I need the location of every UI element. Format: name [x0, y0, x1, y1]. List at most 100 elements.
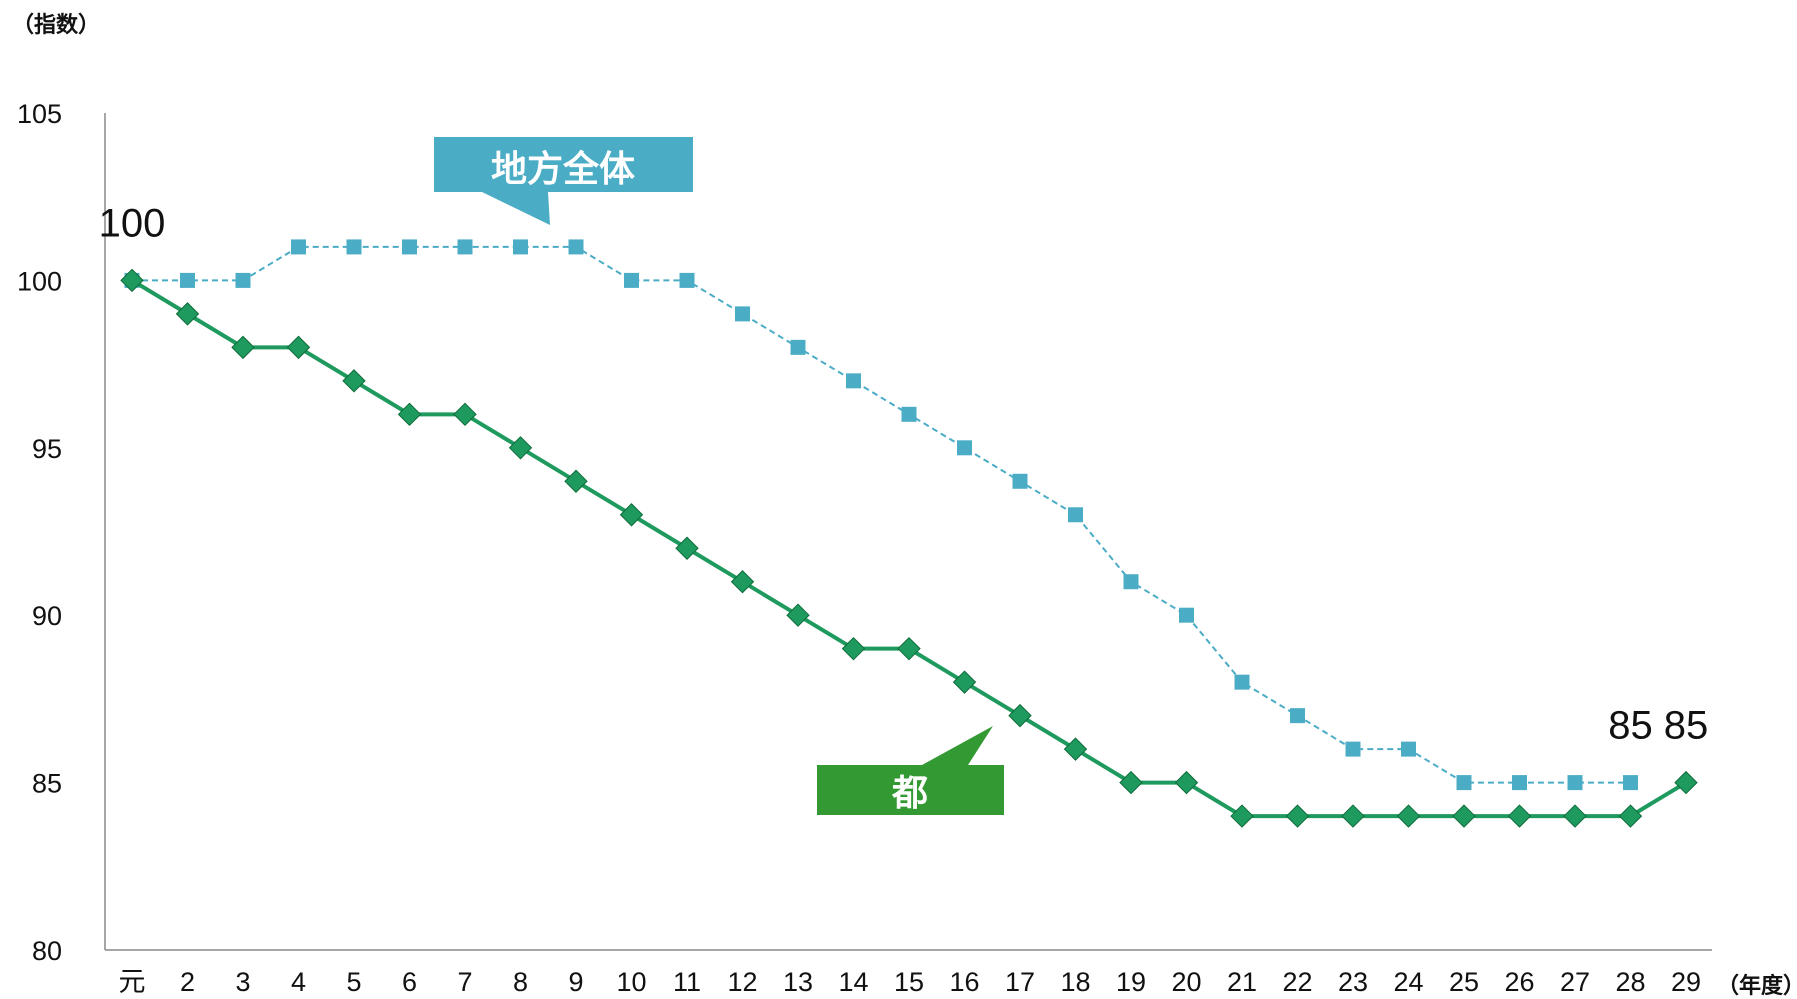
callout-to-text: 都 [891, 773, 928, 814]
data-point [1618, 804, 1643, 828]
data-point [1068, 507, 1083, 523]
data-point [1401, 741, 1416, 757]
x-tick-label: 24 [1393, 967, 1423, 997]
data-point [1119, 770, 1143, 795]
data-point [1174, 770, 1199, 795]
data-point [513, 239, 528, 255]
x-tick-label: 15 [894, 967, 924, 997]
data-point [175, 302, 200, 326]
data-point [180, 272, 195, 288]
y-tick-label: 90 [32, 601, 62, 631]
data-point [342, 369, 366, 393]
x-tick-label: 6 [402, 967, 417, 997]
callout-chiho-zentai: 地方全体 [434, 137, 693, 225]
data-point [1123, 574, 1139, 590]
callout-to-box [817, 726, 1004, 815]
x-tick-label: 2 [180, 967, 195, 997]
data-point [1512, 775, 1527, 791]
x-tick-labels: 元 2 3 4 5 6 7 8 9 10 11 12 13 14 15 16 17 18 19 20 21 22 23 24 2… [119, 967, 1702, 997]
data-point [679, 272, 695, 288]
y-tick-label: 105 [17, 99, 62, 129]
series-chiho-zentai [124, 239, 1638, 791]
x-tick-label: 11 [673, 967, 701, 997]
data-point [1563, 804, 1587, 828]
x-tick-label: 19 [1116, 967, 1146, 997]
data-label: 100 [99, 201, 166, 245]
data-point [231, 335, 255, 360]
series-layer [120, 239, 1698, 828]
data-point [346, 239, 362, 255]
data-point [457, 239, 473, 255]
data-point [897, 636, 921, 661]
y-tick-labels: 80 85 90 95 100 105 [17, 99, 62, 966]
callout-to: 都 [817, 726, 1004, 815]
series-line [132, 245, 1631, 784]
x-tick-label: 26 [1504, 967, 1534, 997]
data-point [235, 272, 251, 288]
y-tick-label: 95 [32, 434, 62, 464]
data-point [1452, 804, 1476, 828]
data-point [568, 239, 584, 255]
series-line [130, 278, 1688, 819]
x-tick-label: 9 [568, 967, 583, 997]
y-axis-unit-label: （指数） [12, 12, 100, 38]
data-point [1674, 770, 1698, 795]
data-point [1623, 775, 1638, 791]
data-labels: 100 85 85 [99, 201, 1709, 747]
data-point [675, 536, 699, 560]
callout-chiho-zentai-box [434, 137, 693, 225]
data-point [841, 636, 866, 661]
axes [104, 113, 1712, 951]
data-point [120, 268, 144, 293]
x-tick-label: 17 [1005, 967, 1035, 997]
x-tick-label: 18 [1060, 967, 1090, 997]
x-tick-label: 12 [727, 967, 757, 997]
x-tick-label: 27 [1560, 967, 1590, 997]
x-axis-unit-label: （年度） [1717, 973, 1797, 999]
x-tick-label: 8 [513, 967, 528, 997]
data-point [1012, 473, 1028, 489]
data-point [1179, 607, 1194, 623]
data-point [1234, 674, 1250, 690]
data-point [453, 402, 477, 427]
y-tick-label: 100 [17, 266, 62, 296]
data-point [397, 402, 422, 427]
x-tick-label: 29 [1671, 967, 1701, 997]
data-label: 85 [1608, 704, 1653, 748]
data-point [1290, 708, 1305, 724]
data-point [624, 272, 639, 288]
data-point [790, 339, 806, 355]
x-tick-label: 5 [346, 967, 361, 997]
y-tick-label: 85 [32, 769, 62, 799]
data-point [846, 373, 861, 389]
data-point [1063, 737, 1088, 761]
data-point [730, 570, 755, 594]
data-point [286, 335, 311, 360]
x-tick-label: 7 [457, 967, 472, 997]
x-tick-label: 20 [1171, 967, 1201, 997]
series-to [120, 268, 1698, 828]
data-point [786, 603, 810, 627]
x-tick-label: 25 [1449, 967, 1479, 997]
data-point [735, 306, 750, 322]
x-tick-label: 22 [1282, 967, 1312, 997]
x-tick-label: 23 [1338, 967, 1368, 997]
x-tick-label: 4 [291, 967, 306, 997]
x-tick-label: 16 [949, 967, 979, 997]
x-tick-label: 元 [119, 967, 146, 997]
x-tick-label: 3 [235, 967, 250, 997]
x-tick-label: 28 [1615, 967, 1645, 997]
data-point [402, 239, 417, 255]
x-tick-label: 10 [616, 967, 646, 997]
callout-chiho-zentai-text: 地方全体 [491, 148, 635, 190]
data-point [619, 503, 644, 527]
data-point [1230, 804, 1254, 828]
data-point [952, 670, 977, 694]
data-point [1396, 804, 1421, 828]
data-point [1341, 804, 1365, 828]
data-point [1008, 703, 1032, 728]
x-tick-label: 13 [783, 967, 813, 997]
data-point [1285, 804, 1310, 828]
x-tick-label: 14 [838, 967, 868, 997]
